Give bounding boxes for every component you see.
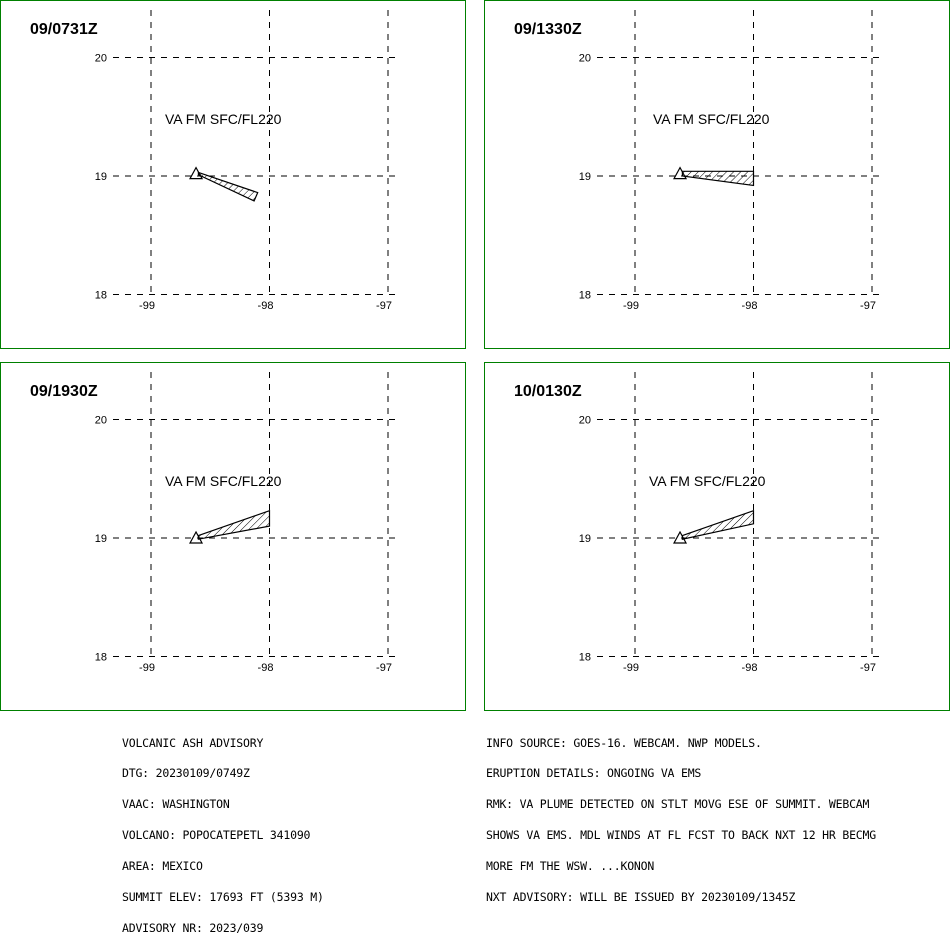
advisory-remarks-text: INFO SOURCE: GOES-16. WEBCAM. NWP MODELS… — [486, 717, 876, 913]
valid-time-label: 09/1930Z — [30, 383, 98, 400]
info-line: ERUPTION DETAILS: ONGOING VA EMS — [486, 766, 702, 781]
ash-layer-label: VA FM SFC/FL220 — [165, 111, 282, 127]
latitude-label: 18 — [579, 290, 591, 302]
longitude-label: -98 — [258, 300, 274, 312]
volcano-symbol — [673, 166, 688, 180]
info-line: VOLCANIC ASH ADVISORY — [122, 735, 264, 750]
valid-time-label: 10/0130Z — [514, 383, 582, 400]
latitude-label: 20 — [579, 53, 591, 65]
ash-cloud-polygon — [197, 509, 271, 540]
info-line: SUMMIT ELEV: 17693 FT (5393 M) — [122, 890, 324, 905]
info-line: MORE FM THE WSW. ...KONON — [486, 859, 655, 874]
latitude-label: 20 — [95, 53, 107, 65]
valid-time-label: 09/1330Z — [514, 21, 582, 38]
ash-layer-label: VA FM SFC/FL220 — [649, 473, 766, 489]
longitude-label: -98 — [742, 300, 758, 312]
ash-cloud-polygon — [681, 509, 755, 540]
ash-cloud-polygon — [681, 170, 755, 187]
info-line: NXT ADVISORY: WILL BE ISSUED BY 20230109… — [486, 890, 796, 905]
forecast-panel: -99 -98 -97 20 19 18 10/0130Z VA FM SFC/FL220 — [484, 362, 950, 711]
panel-frame — [0, 0, 466, 349]
longitude-label: -98 — [742, 662, 758, 674]
ash-cloud-polygon — [197, 171, 259, 202]
longitude-label: -98 — [258, 662, 274, 674]
forecast-panel: -99 -98 -97 20 19 18 09/1330Z VA FM SFC/FL220 — [484, 0, 950, 349]
longitude-label: -99 — [623, 662, 639, 674]
longitude-label: -99 — [139, 662, 155, 674]
volcano-symbol — [189, 166, 204, 180]
info-line: SHOWS VA EMS. MDL WINDS AT FL FCST TO BA… — [486, 828, 876, 843]
longitude-label: -99 — [623, 300, 639, 312]
longitude-label: -97 — [376, 300, 392, 312]
info-line: VOLCANO: POPOCATEPETL 341090 — [122, 828, 311, 843]
info-line: DTG: 20230109/0749Z — [122, 766, 250, 781]
forecast-panel: -99 -98 -97 20 19 18 09/1930Z VA FM SFC/FL220 — [0, 362, 466, 711]
info-line: VAAC: WASHINGTON — [122, 797, 230, 812]
latitude-label: 19 — [579, 171, 591, 183]
latitude-label: 19 — [95, 533, 107, 545]
forecast-panel: -99 -98 -97 20 19 18 09/0731Z VA FM SFC/FL220 — [0, 0, 466, 349]
valid-time-label: 09/0731Z — [30, 21, 98, 38]
info-line: ADVISORY NR: 2023/039 — [122, 920, 264, 935]
longitude-label: -97 — [376, 662, 392, 674]
longitude-label: -99 — [139, 300, 155, 312]
longitude-label: -97 — [860, 662, 876, 674]
volcano-symbol — [673, 530, 688, 544]
latitude-label: 19 — [95, 171, 107, 183]
latitude-label: 20 — [95, 415, 107, 427]
latitude-label: 18 — [579, 652, 591, 664]
latitude-label: 19 — [579, 533, 591, 545]
longitude-label: -97 — [860, 300, 876, 312]
panel-frame — [0, 362, 466, 711]
latitude-label: 18 — [95, 290, 107, 302]
advisory-header-text: VOLCANIC ASH ADVISORY DTG: 20230109/0749… — [122, 717, 324, 944]
info-line: AREA: MEXICO — [122, 859, 203, 874]
volcano-symbol — [189, 530, 204, 544]
ash-layer-label: VA FM SFC/FL220 — [165, 473, 282, 489]
info-line: RMK: VA PLUME DETECTED ON STLT MOVG ESE … — [486, 797, 870, 812]
panel-frame — [484, 362, 950, 711]
latitude-label: 18 — [95, 652, 107, 664]
ash-layer-label: VA FM SFC/FL220 — [653, 111, 770, 127]
latitude-label: 20 — [579, 415, 591, 427]
info-line: INFO SOURCE: GOES-16. WEBCAM. NWP MODELS… — [486, 735, 762, 750]
